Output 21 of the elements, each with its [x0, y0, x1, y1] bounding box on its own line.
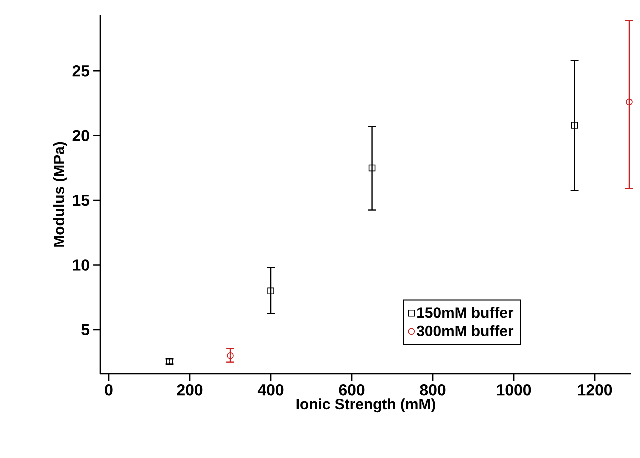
point	[268, 288, 274, 295]
x-tick-label: 200	[177, 384, 203, 396]
point	[368, 164, 376, 172]
y-tick-label: 20	[72, 130, 90, 142]
point	[227, 352, 234, 360]
x-tick-label: 1000	[497, 384, 532, 396]
x-tick-label: 600	[339, 384, 365, 396]
y-tick-label: 15	[73, 194, 90, 206]
point	[571, 122, 578, 129]
y-tick-label: 5	[82, 324, 90, 336]
legend-label: 150mM buffer	[418, 307, 514, 318]
y-tick-label: 10	[73, 260, 90, 271]
legend-label: 300mM buffer	[416, 326, 514, 337]
x-tick-label: 400	[258, 384, 284, 396]
x-tick-label: 0	[105, 384, 113, 396]
y-tick-label: 25	[72, 65, 90, 77]
x-tick-label: 800	[420, 384, 446, 396]
point	[626, 98, 633, 106]
y-axis-title: Modulus (MPa)	[54, 142, 68, 247]
x-tick-label: 1200	[578, 384, 612, 396]
x-axis-title: Ionic Strength (mM)	[296, 398, 436, 413]
